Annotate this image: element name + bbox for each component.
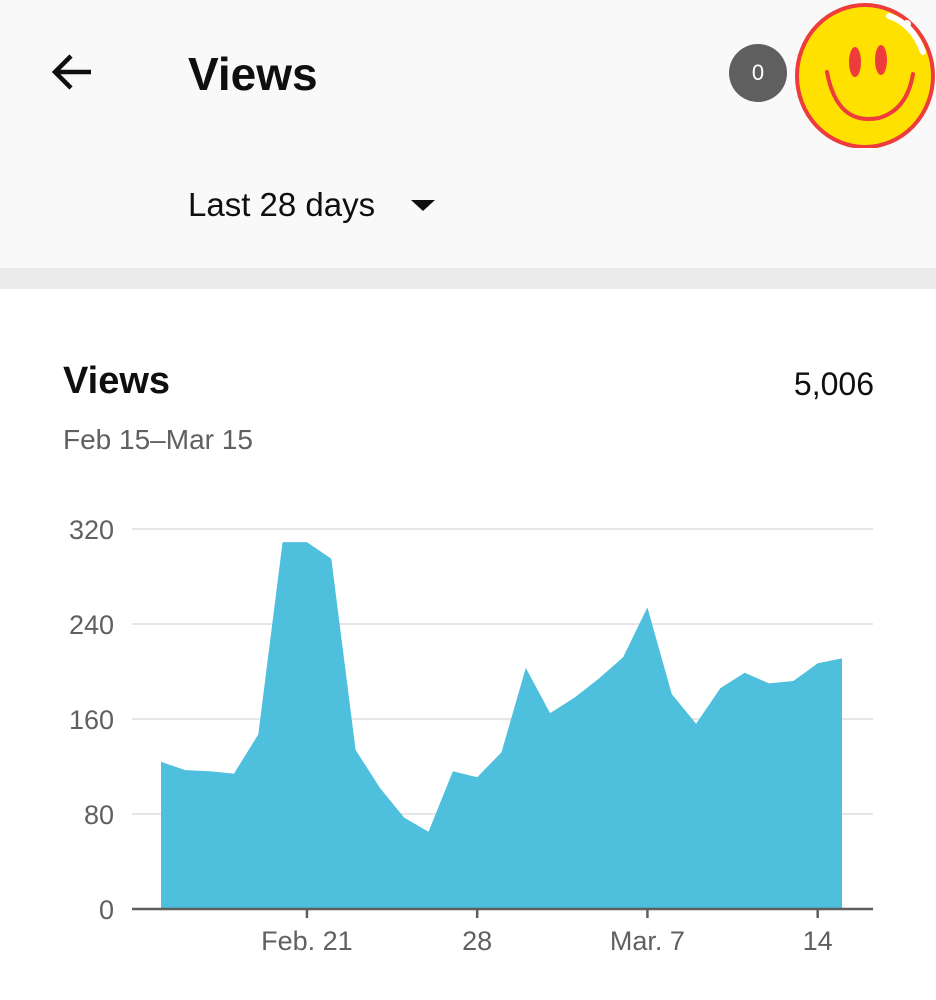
avatar[interactable] <box>795 2 936 149</box>
y-tick-label-160: 160 <box>69 705 114 735</box>
x-tick-label-20: Mar. 7 <box>610 926 685 956</box>
x-tick-label-6: Feb. 21 <box>261 926 353 956</box>
date-range-dropdown[interactable]: Last 28 days <box>188 178 436 232</box>
views-area-series <box>161 542 842 909</box>
date-range-subtitle: Feb 15–Mar 15 <box>63 424 253 455</box>
card-title: Views <box>63 360 171 402</box>
total-views-value: 5,006 <box>793 366 874 402</box>
date-range-label: Last 28 days <box>188 186 376 223</box>
notification-badge[interactable]: 0 <box>729 44 787 102</box>
x-tick-label-13: 28 <box>462 926 492 956</box>
caret-down-icon <box>411 199 436 211</box>
x-tick-label-27: 14 <box>803 926 833 956</box>
app-header: Views 0 Last 28 days <box>0 0 936 268</box>
arrow-left-icon <box>51 54 91 90</box>
page-title: Views <box>188 48 318 100</box>
section-divider <box>0 268 936 289</box>
y-tick-label-80: 80 <box>84 800 114 830</box>
back-button[interactable] <box>44 44 100 100</box>
smiley-face-avatar-icon <box>795 3 935 149</box>
y-tick-label-0: 0 <box>99 895 114 925</box>
y-tick-label-320: 320 <box>69 515 114 545</box>
y-tick-label-240: 240 <box>69 610 114 640</box>
